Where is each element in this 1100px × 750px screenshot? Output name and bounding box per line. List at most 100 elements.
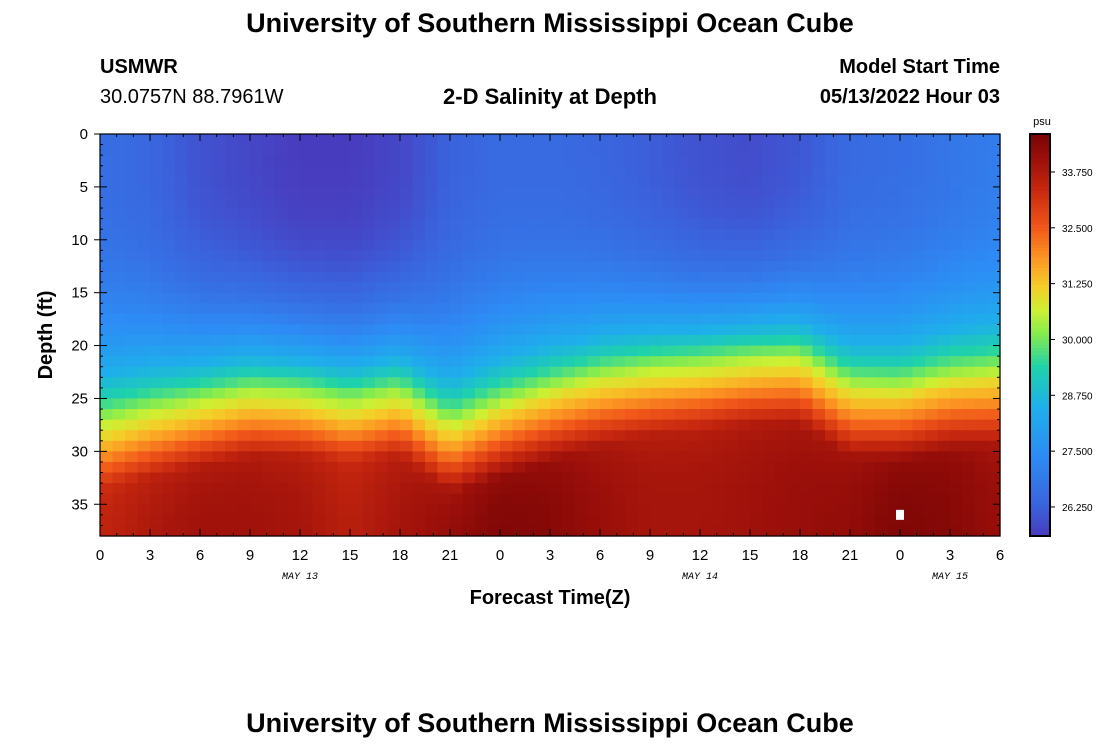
heatmap-cell <box>850 514 864 527</box>
heatmap-cell <box>725 324 739 336</box>
heatmap-cell <box>912 430 926 442</box>
colorbar-swatch <box>1030 318 1050 323</box>
heatmap-cell <box>787 335 801 347</box>
heatmap-cell <box>450 451 464 463</box>
heatmap-cell <box>475 504 489 516</box>
heatmap-cell <box>750 208 764 220</box>
heatmap-cell <box>712 387 726 400</box>
heatmap-cell <box>362 366 376 378</box>
heatmap-cell <box>987 387 1001 400</box>
heatmap-cell <box>512 345 526 357</box>
heatmap-cell <box>200 218 214 230</box>
heatmap-cell <box>287 472 301 484</box>
heatmap-cell <box>600 197 614 209</box>
heatmap-cell <box>300 514 314 527</box>
heatmap-cell <box>162 472 176 484</box>
colorbar-swatch <box>1030 150 1050 155</box>
heatmap-cell <box>112 504 126 516</box>
heatmap-cell <box>987 313 1001 326</box>
heatmap-cell <box>937 134 951 146</box>
heatmap-cell <box>825 229 839 241</box>
heatmap-cell <box>975 419 989 431</box>
heatmap-cell <box>762 430 776 442</box>
heatmap-cell <box>612 472 626 484</box>
heatmap-cell <box>637 514 651 527</box>
heatmap-cell <box>250 134 264 146</box>
heatmap-cell <box>962 430 976 442</box>
heatmap-cell <box>487 461 501 474</box>
heatmap-cell <box>412 345 426 357</box>
heatmap-cell <box>212 239 226 251</box>
heatmap-cell <box>900 377 914 389</box>
colorbar-swatch <box>1030 217 1050 222</box>
heatmap-cell <box>287 282 301 294</box>
heatmap-cell <box>600 144 614 156</box>
heatmap-cell <box>875 155 889 167</box>
colorbar-swatch <box>1030 479 1050 483</box>
heatmap-cell <box>775 229 789 241</box>
heatmap-cell <box>475 208 489 220</box>
heatmap-cell <box>200 165 214 177</box>
heatmap-cell <box>712 260 726 273</box>
heatmap-cell <box>637 451 651 463</box>
heatmap-cell <box>400 144 414 156</box>
heatmap-cell <box>950 335 964 347</box>
heatmap-cell <box>562 165 576 177</box>
heatmap-cell <box>937 144 951 156</box>
heatmap-cell <box>887 356 901 368</box>
heatmap-cell <box>625 176 639 188</box>
heatmap-cell <box>962 208 976 220</box>
colorbar-tick-label: 31.250 <box>1062 280 1093 291</box>
heatmap-cell <box>937 387 951 400</box>
heatmap-cell <box>412 176 426 188</box>
heatmap-cell <box>162 461 176 474</box>
heatmap-cell <box>275 239 289 251</box>
heatmap-cell <box>825 525 839 537</box>
heatmap-cell <box>387 409 401 421</box>
heatmap-cell <box>975 208 989 220</box>
heatmap-cell <box>912 155 926 167</box>
heatmap-cell <box>825 366 839 378</box>
heatmap-cell <box>512 356 526 368</box>
heatmap-cell <box>737 504 751 516</box>
heatmap-cell <box>175 176 189 188</box>
heatmap-cell <box>725 165 739 177</box>
heatmap-cell <box>387 260 401 273</box>
heatmap-cell <box>850 451 864 463</box>
heatmap-cell <box>475 472 489 484</box>
heatmap-cell <box>650 176 664 188</box>
heatmap-cell <box>762 208 776 220</box>
heatmap-cell <box>700 504 714 516</box>
heatmap-cell <box>850 387 864 400</box>
heatmap-cell <box>300 176 314 188</box>
heatmap-cell <box>462 250 476 262</box>
heatmap-cell <box>612 208 626 220</box>
heatmap-cell <box>462 514 476 527</box>
heatmap-cell <box>200 504 214 516</box>
heatmap-cell <box>687 377 701 389</box>
colorbar-swatch <box>1030 365 1050 370</box>
heatmap-cell <box>212 504 226 516</box>
heatmap-cell <box>625 387 639 400</box>
heatmap-cell <box>775 440 789 452</box>
heatmap-cell <box>350 134 364 146</box>
heatmap-cell <box>987 451 1001 463</box>
heatmap-cell <box>162 292 176 304</box>
heatmap-cell <box>950 208 964 220</box>
heatmap-cell <box>362 483 376 495</box>
heatmap-cell <box>137 483 151 495</box>
heatmap-cell <box>387 250 401 262</box>
heatmap-cell <box>362 165 376 177</box>
heatmap-cell <box>300 356 314 368</box>
heatmap-cell <box>862 440 876 452</box>
heatmap-cell <box>362 335 376 347</box>
heatmap-cell <box>150 387 164 400</box>
heatmap-cell <box>437 345 451 357</box>
heatmap-cell <box>612 335 626 347</box>
heatmap-cell <box>375 282 389 294</box>
heatmap-cell <box>600 155 614 167</box>
heatmap-cell <box>725 197 739 209</box>
heatmap-cell <box>412 282 426 294</box>
heatmap-cell <box>550 324 564 336</box>
heatmap-cell <box>975 229 989 241</box>
